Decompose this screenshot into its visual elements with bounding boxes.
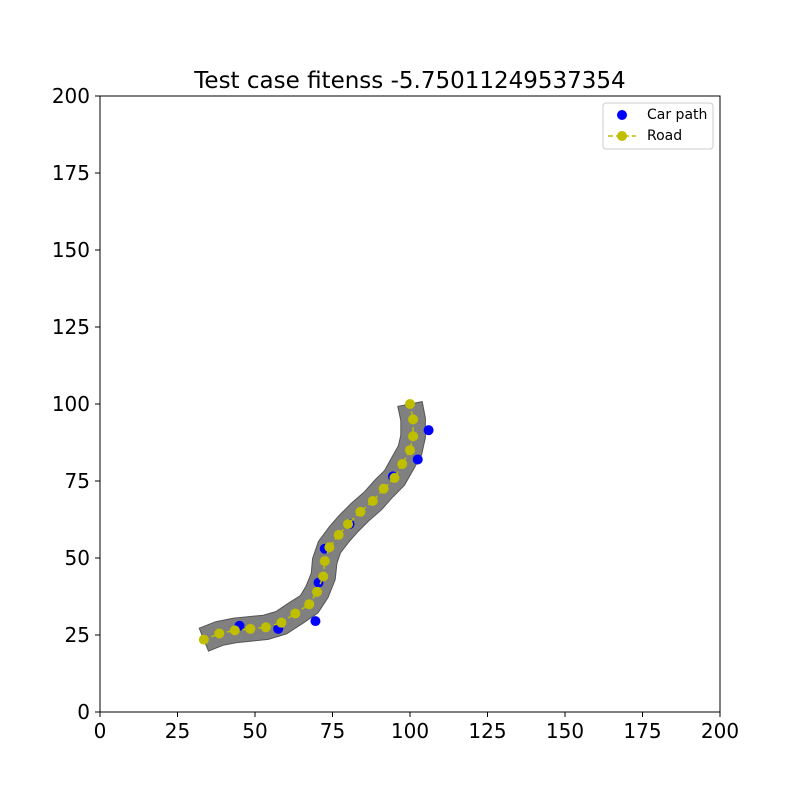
y-tick-label: 100 xyxy=(52,392,90,416)
x-tick-label: 175 xyxy=(623,719,661,743)
y-tick-label: 200 xyxy=(52,84,90,108)
road-point xyxy=(378,483,389,494)
road-point xyxy=(276,617,287,628)
y-tick-label: 25 xyxy=(65,623,90,647)
y-tick-label: 0 xyxy=(77,700,90,724)
x-tick-label: 100 xyxy=(391,719,429,743)
y-tick-label: 75 xyxy=(65,469,90,493)
y-tick-label: 125 xyxy=(52,315,90,339)
road-point xyxy=(324,542,335,553)
chart-title: Test case fitenss -5.75011249537354 xyxy=(193,68,625,94)
road-area xyxy=(198,401,426,652)
road-point xyxy=(405,399,415,409)
road-point xyxy=(245,623,256,634)
legend: Car path Road xyxy=(602,102,714,150)
road-point xyxy=(355,506,366,517)
legend-car-path-marker xyxy=(617,110,627,120)
x-tick-label: 25 xyxy=(165,719,190,743)
road-point xyxy=(312,586,322,597)
legend-car-path-label: Car path xyxy=(647,107,707,123)
legend-road-label: Road xyxy=(647,128,682,144)
road-point xyxy=(343,519,353,530)
road-point xyxy=(229,625,240,636)
road-point xyxy=(260,622,271,633)
x-tick-label: 125 xyxy=(468,719,506,743)
road-point xyxy=(408,414,419,425)
road-point xyxy=(367,496,378,507)
road-point xyxy=(333,529,344,540)
car-path-point xyxy=(423,425,434,436)
car-path-point xyxy=(412,454,423,465)
road-point xyxy=(389,472,400,483)
road-line xyxy=(203,403,414,641)
legend-road-marker xyxy=(617,131,627,141)
y-tick-label: 50 xyxy=(65,546,90,570)
y-tick-label: 150 xyxy=(52,238,90,262)
road-point xyxy=(397,459,408,470)
road-point xyxy=(318,571,329,582)
road-point xyxy=(405,445,415,456)
x-tick-label: 50 xyxy=(242,719,267,743)
road-point xyxy=(408,431,419,442)
road-point xyxy=(319,556,330,567)
road-point xyxy=(198,634,209,645)
road-point xyxy=(304,599,315,610)
road-point xyxy=(214,628,225,639)
x-tick-label: 0 xyxy=(94,719,107,743)
car-path-point xyxy=(310,616,321,627)
road-point xyxy=(290,608,301,619)
y-tick-label: 175 xyxy=(52,161,90,185)
x-tick-label: 200 xyxy=(701,719,739,743)
legend-box xyxy=(602,102,714,150)
x-tick-label: 75 xyxy=(320,719,345,743)
x-tick-label: 150 xyxy=(546,719,584,743)
